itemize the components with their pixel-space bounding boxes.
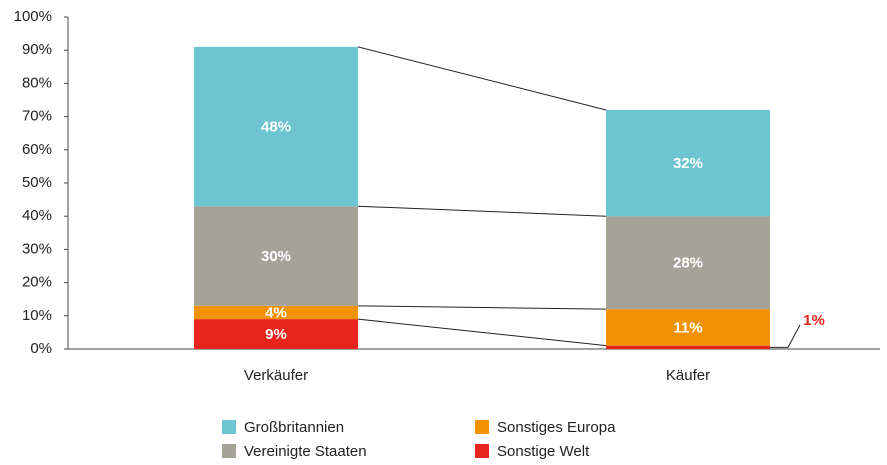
y-tick-label: 60% (22, 141, 52, 158)
connector-line (357, 205, 607, 217)
y-tick-label: 50% (22, 174, 52, 191)
value-label: 1% (803, 312, 825, 329)
y-tick-label: 90% (22, 41, 52, 58)
value-label: 11% (673, 319, 702, 336)
y-tick-label: 100% (14, 8, 52, 25)
legend-label: Sonstiges Europa (497, 419, 616, 436)
bar-segment (606, 345, 770, 349)
bar-segment (194, 46, 358, 207)
bar-segment (194, 305, 358, 320)
legend-swatch (475, 444, 489, 458)
value-label: 30% (261, 248, 291, 265)
bar-segment (606, 309, 770, 346)
y-tick-label: 10% (22, 307, 52, 324)
value-label: 9% (265, 326, 287, 343)
y-tick-label: 20% (22, 274, 52, 291)
legend-label: Großbritannien (244, 419, 344, 436)
legend-label: Sonstige Welt (497, 443, 590, 460)
connector-line (357, 318, 607, 347)
legend-label: Vereinigte Staaten (244, 443, 367, 460)
value-label: 32% (673, 155, 703, 172)
y-tick-label: 70% (22, 108, 52, 125)
legend-swatch (222, 444, 236, 458)
y-tick-label: 30% (22, 240, 52, 257)
legend-swatch (222, 420, 236, 434)
bar-segment (606, 216, 770, 310)
connector-line (357, 46, 607, 111)
value-label: 4% (265, 304, 287, 321)
y-tick-label: 0% (30, 340, 52, 357)
y-tick-label: 40% (22, 207, 52, 224)
bar-segment (606, 109, 770, 217)
legend-swatch (475, 420, 489, 434)
x-tick-label: Käufer (666, 367, 710, 384)
value-label: 48% (261, 119, 291, 136)
value-label: 28% (673, 255, 703, 272)
leader-line (770, 324, 801, 348)
x-tick-label: Verkäufer (244, 367, 308, 384)
bar-segment (194, 206, 358, 306)
connector-line (357, 305, 607, 310)
bar-segment (194, 319, 358, 349)
y-tick-label: 80% (22, 74, 52, 91)
